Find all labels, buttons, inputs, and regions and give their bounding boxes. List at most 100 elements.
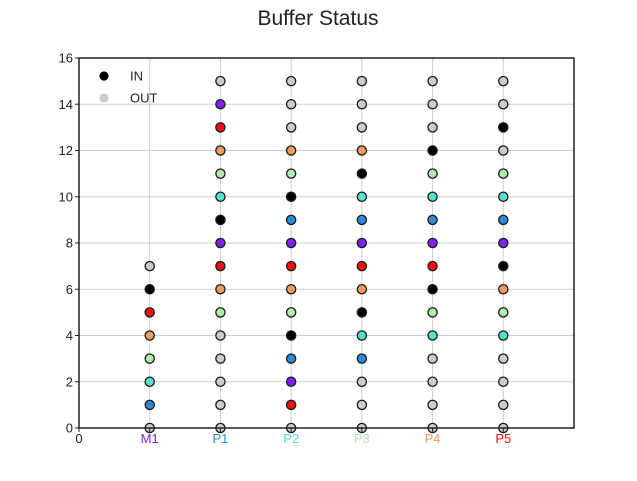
y-tick-label: 10	[59, 189, 73, 204]
buffer-slot-point	[356, 283, 368, 295]
buffer-slot-point	[285, 168, 297, 179]
y-tick-label: 2	[66, 374, 73, 389]
legend: IN OUT	[99, 69, 158, 106]
buffer-slot-point	[356, 260, 368, 272]
buffer-slot-point	[285, 399, 297, 411]
buffer-slot-point	[285, 122, 297, 133]
x-tick-label: M1	[141, 431, 159, 446]
buffer-slot-point	[498, 214, 509, 226]
buffer-slot-point	[498, 307, 509, 318]
y-tick-label: 0	[66, 421, 73, 436]
buffer-slot-point	[498, 99, 509, 110]
buffer-slot-point	[144, 307, 155, 318]
buffer-slot-point	[144, 330, 155, 341]
buffer-slot-point	[427, 260, 438, 272]
buffer-slot-point	[285, 353, 297, 364]
x-tick-label: 0	[75, 431, 82, 446]
y-tick-label: 8	[66, 236, 73, 251]
x-tick-label: P1	[212, 431, 228, 446]
buffer-slot-point	[285, 191, 297, 202]
buffer-slot-point	[498, 376, 509, 387]
buffer-slot-point	[215, 145, 226, 156]
buffer-slot-point	[144, 353, 155, 364]
buffer-slot-point	[215, 191, 226, 202]
buffer-slot-point	[215, 260, 226, 272]
buffer-slot-point	[285, 330, 297, 341]
legend-marker	[99, 93, 109, 103]
buffer-slot-point	[498, 145, 509, 156]
buffer-slot-point	[427, 99, 438, 110]
buffer-slot-point	[356, 330, 368, 341]
buffer-slot-point	[356, 353, 368, 364]
buffer-slot-point	[285, 260, 297, 272]
ticks-layer: 0 2 4 6 8 10 12 14 16 0 M1 P1 P2 P3 P4 P5	[59, 51, 512, 447]
buffer-slot-point	[427, 214, 438, 226]
buffer-slot-point	[215, 330, 226, 341]
buffer-slot-point	[427, 330, 438, 341]
buffer-slot-point	[215, 376, 226, 387]
buffer-slot-point	[356, 99, 368, 110]
buffer-slot-point	[144, 283, 155, 295]
buffer-slot-point	[215, 122, 226, 133]
buffer-slot-point	[427, 75, 438, 87]
y-tick-label: 12	[59, 143, 73, 158]
y-tick-label: 4	[66, 328, 73, 343]
buffer-slot-point	[356, 122, 368, 133]
buffer-slot-point	[285, 307, 297, 318]
buffer-slot-point	[427, 376, 438, 387]
buffer-slot-point	[285, 75, 297, 87]
buffer-slot-point	[427, 168, 438, 179]
buffer-slot-point	[498, 399, 509, 411]
buffer-slot-point	[285, 214, 297, 226]
buffer-slot-point	[356, 214, 368, 226]
buffer-slot-point	[498, 75, 509, 87]
buffer-slot-point	[215, 214, 226, 226]
buffer-slot-point	[356, 307, 368, 318]
buffer-slot-point	[356, 145, 368, 156]
buffer-slot-point	[498, 191, 509, 202]
buffer-slot-point	[144, 260, 155, 272]
buffer-slot-point	[356, 237, 368, 249]
buffer-slot-point	[144, 376, 155, 387]
buffer-slot-point	[498, 330, 509, 341]
buffer-slot-point	[356, 75, 368, 87]
y-tick-label: 6	[66, 282, 73, 297]
buffer-slot-point	[285, 145, 297, 156]
points-layer	[144, 75, 509, 434]
x-tick-label: P5	[495, 431, 511, 446]
buffer-slot-point	[427, 399, 438, 411]
buffer-slot-point	[215, 353, 226, 364]
x-tick-label: P4	[425, 431, 441, 446]
buffer-slot-point	[285, 376, 297, 387]
buffer-slot-point	[427, 353, 438, 364]
buffer-slot-point	[498, 122, 509, 133]
legend-label: IN	[130, 69, 143, 84]
buffer-slot-point	[498, 260, 509, 272]
buffer-slot-point	[356, 191, 368, 202]
y-tick-label: 16	[59, 51, 73, 66]
buffer-slot-point	[215, 237, 226, 249]
buffer-slot-point	[427, 307, 438, 318]
buffer-slot-point	[427, 283, 438, 295]
legend-label: OUT	[130, 91, 158, 106]
buffer-slot-point	[215, 307, 226, 318]
legend-marker	[99, 71, 109, 81]
buffer-slot-point	[356, 168, 368, 179]
buffer-slot-point	[498, 283, 509, 295]
x-tick-label: P2	[283, 431, 299, 446]
buffer-slot-point	[356, 399, 368, 411]
buffer-slot-point	[498, 353, 509, 364]
buffer-slot-point	[498, 168, 509, 179]
buffer-slot-point	[427, 237, 438, 249]
buffer-slot-point	[356, 376, 368, 387]
buffer-slot-point	[427, 122, 438, 133]
buffer-slot-point	[215, 99, 226, 110]
buffer-slot-point	[215, 75, 226, 87]
buffer-slot-point	[215, 283, 226, 295]
buffer-slot-point	[215, 399, 226, 411]
buffer-slot-point	[427, 191, 438, 202]
buffer-slot-point	[285, 283, 297, 295]
buffer-slot-point	[427, 145, 438, 156]
